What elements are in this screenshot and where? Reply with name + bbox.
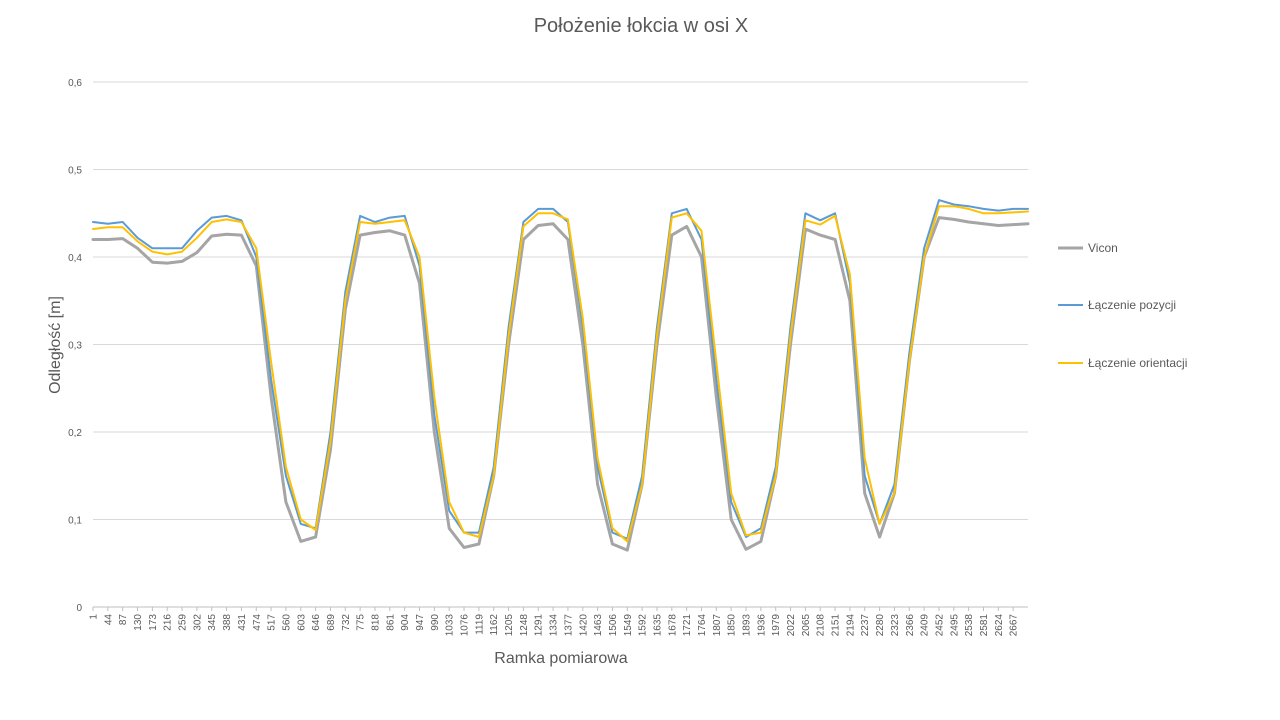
x-tick-label: 1033 — [445, 614, 456, 637]
x-tick-label: 775 — [356, 614, 367, 631]
y-tick-label: 0,6 — [68, 78, 82, 89]
x-tick-label: 990 — [430, 614, 441, 631]
x-tick-label: 2409 — [920, 614, 931, 637]
legend: Vicon Łączenie pozycji Łączenie orientacji — [1058, 241, 1187, 370]
x-tick-label: 2065 — [801, 614, 812, 637]
x-tick-label: 44 — [103, 614, 114, 626]
x-tick-label: 1420 — [578, 614, 589, 637]
y-tick-label: 0 — [76, 603, 82, 614]
x-tick-label: 1721 — [682, 614, 693, 637]
x-tick-label: 1807 — [712, 614, 723, 637]
x-tick-label: 947 — [415, 614, 426, 631]
x-tick-label: 302 — [192, 614, 203, 631]
x-tick-label: 2323 — [890, 614, 901, 637]
x-tick-label: 1506 — [608, 614, 619, 637]
x-tick-label: 1635 — [652, 614, 663, 637]
x-tick-label: 1678 — [667, 614, 678, 637]
x-tick-label: 2366 — [905, 614, 916, 637]
x-tick-label: 1377 — [563, 614, 574, 637]
x-tick-label: 1979 — [771, 614, 782, 637]
x-tick-label: 1764 — [697, 614, 708, 637]
x-tick-label: 2624 — [994, 614, 1005, 637]
x-tick-label: 1549 — [623, 614, 634, 637]
series-line-3 — [92, 205, 1029, 543]
y-tick-labels: 0 0,1 0,2 0,3 0,4 0,5 0,6 — [68, 78, 82, 614]
x-tick-label: 259 — [178, 614, 189, 631]
y-tick-label: 0,2 — [68, 428, 82, 439]
x-tick-label: 2581 — [979, 614, 990, 637]
x-tick-label: 1291 — [534, 614, 545, 637]
x-tick-label: 646 — [311, 614, 322, 631]
legend-label-2: Łączenie pozycji — [1088, 298, 1176, 312]
x-tick-label: 904 — [400, 614, 411, 631]
x-tick-label: 2022 — [786, 614, 797, 637]
y-tick-label: 0,3 — [68, 341, 82, 352]
x-tick-label: 1936 — [756, 614, 767, 637]
x-tick-label: 1592 — [638, 614, 649, 637]
x-tick-label: 2108 — [816, 614, 827, 637]
y-tick-label: 0,5 — [68, 166, 82, 177]
y-tick-label: 0,1 — [68, 516, 82, 527]
x-tick-label: 560 — [281, 614, 292, 631]
x-tick-label: 2280 — [875, 614, 886, 637]
x-tick-label: 1119 — [474, 614, 485, 635]
x-axis-title: Ramka pomiarowa — [494, 650, 627, 667]
x-tick-label: 603 — [296, 614, 307, 631]
x-tick-label: 173 — [148, 614, 159, 631]
x-tick-label: 1205 — [504, 614, 515, 637]
x-tick-labels: 1 44 87 130 173 216 259 302 345 388 431 474 517 560 60… — [89, 607, 1020, 636]
x-tick-label: 1850 — [727, 614, 738, 637]
legend-label-3: Łączenie orientacji — [1088, 356, 1187, 370]
series-line-2 — [92, 199, 1029, 540]
x-tick-label: 1076 — [460, 614, 471, 637]
x-tick-label: 1893 — [742, 614, 753, 637]
chart-title: Położenie łokcia w osi X — [534, 15, 749, 37]
x-tick-label: 1248 — [519, 614, 530, 637]
y-axis-title: Odległość [m] — [47, 296, 64, 394]
x-tick-label: 345 — [207, 614, 218, 631]
x-tick-label: 689 — [326, 614, 337, 631]
x-tick-label: 2667 — [1009, 614, 1020, 637]
legend-label-1: Vicon — [1088, 241, 1118, 255]
x-tick-label: 2151 — [831, 614, 842, 637]
gridlines — [93, 81, 1028, 608]
x-tick-label: 861 — [385, 614, 396, 631]
x-tick-label: 1334 — [549, 614, 560, 637]
x-tick-label: 216 — [163, 614, 174, 631]
x-tick-label: 1 — [89, 614, 100, 620]
x-tick-label: 1463 — [593, 614, 604, 637]
x-tick-label: 2194 — [845, 614, 856, 637]
x-tick-label: 732 — [341, 614, 352, 631]
x-tick-label: 517 — [267, 614, 278, 631]
x-tick-label: 474 — [252, 614, 263, 631]
y-tick-label: 0,4 — [68, 253, 82, 264]
x-tick-label: 431 — [237, 614, 248, 631]
x-tick-label: 2538 — [964, 614, 975, 637]
x-tick-label: 87 — [118, 614, 129, 626]
x-tick-label: 388 — [222, 614, 233, 631]
x-tick-label: 2452 — [934, 614, 945, 637]
x-tick-label: 130 — [133, 614, 144, 631]
x-tick-label: 818 — [370, 614, 381, 631]
x-tick-label: 1162 — [489, 614, 500, 636]
x-tick-label: 2495 — [949, 614, 960, 637]
x-tick-label: 2237 — [860, 614, 871, 637]
series-line-1 — [91, 216, 1030, 552]
series-lines — [91, 199, 1030, 552]
